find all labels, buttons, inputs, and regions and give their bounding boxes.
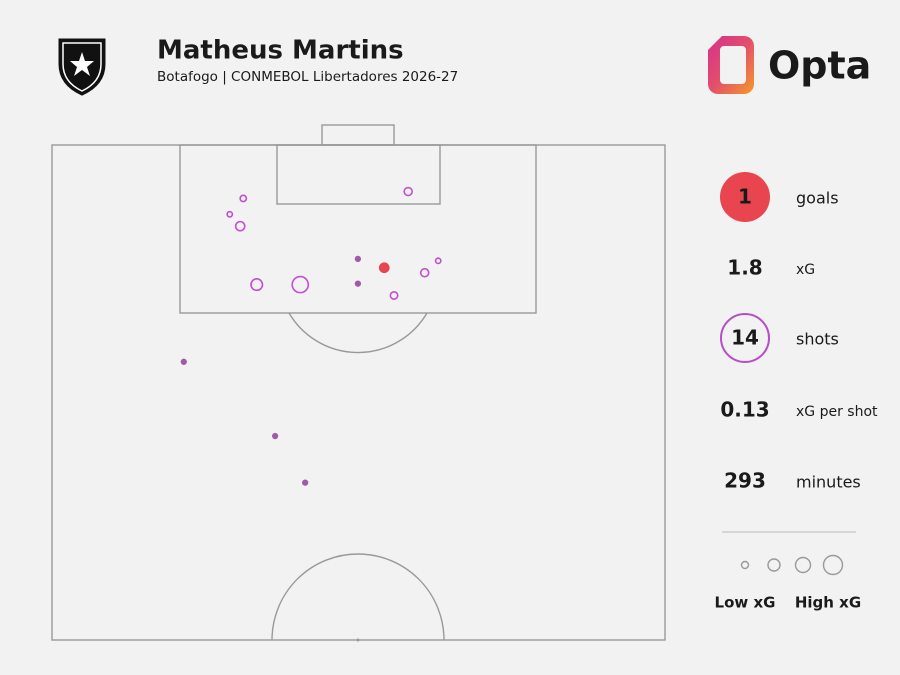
shot: [180, 358, 187, 365]
stat-value: 293: [724, 469, 766, 493]
stat-value: 0.13: [720, 398, 769, 422]
stat-label: xG: [796, 262, 815, 278]
legend-low: Low xG: [715, 594, 776, 612]
shots-badge: [720, 313, 770, 363]
shot: [419, 267, 430, 278]
brand-logo: Opta: [708, 36, 871, 94]
stat-value: 1: [738, 185, 752, 209]
shot: [378, 262, 390, 274]
title: Matheus Martins: [157, 36, 404, 66]
shot: [354, 255, 362, 262]
stat-value: 1.8: [727, 256, 762, 280]
stat-value: 14: [731, 326, 759, 350]
brand-name: Opta: [768, 44, 871, 88]
shot: [250, 278, 264, 292]
shot: [291, 275, 310, 294]
shot: [403, 186, 413, 197]
stat-label: xG per shot: [796, 404, 878, 420]
goals-badge: [720, 172, 770, 222]
stat-label: shots: [796, 330, 839, 349]
legend-high: High xG: [795, 594, 861, 612]
shot: [389, 290, 399, 300]
shot: [302, 479, 309, 486]
pitch: [51, 124, 666, 642]
club-crest: [58, 38, 106, 96]
stat-label: goals: [796, 189, 839, 208]
shot: [239, 194, 248, 203]
shot: [271, 432, 279, 440]
subtitle: Botafogo | CONMEBOL Libertadores 2026-27: [157, 69, 458, 85]
size-legend: [740, 554, 844, 576]
shot: [434, 257, 442, 265]
shot: [234, 220, 246, 232]
shot: [226, 210, 234, 218]
shot: [354, 280, 362, 287]
stat-label: minutes: [796, 473, 861, 492]
